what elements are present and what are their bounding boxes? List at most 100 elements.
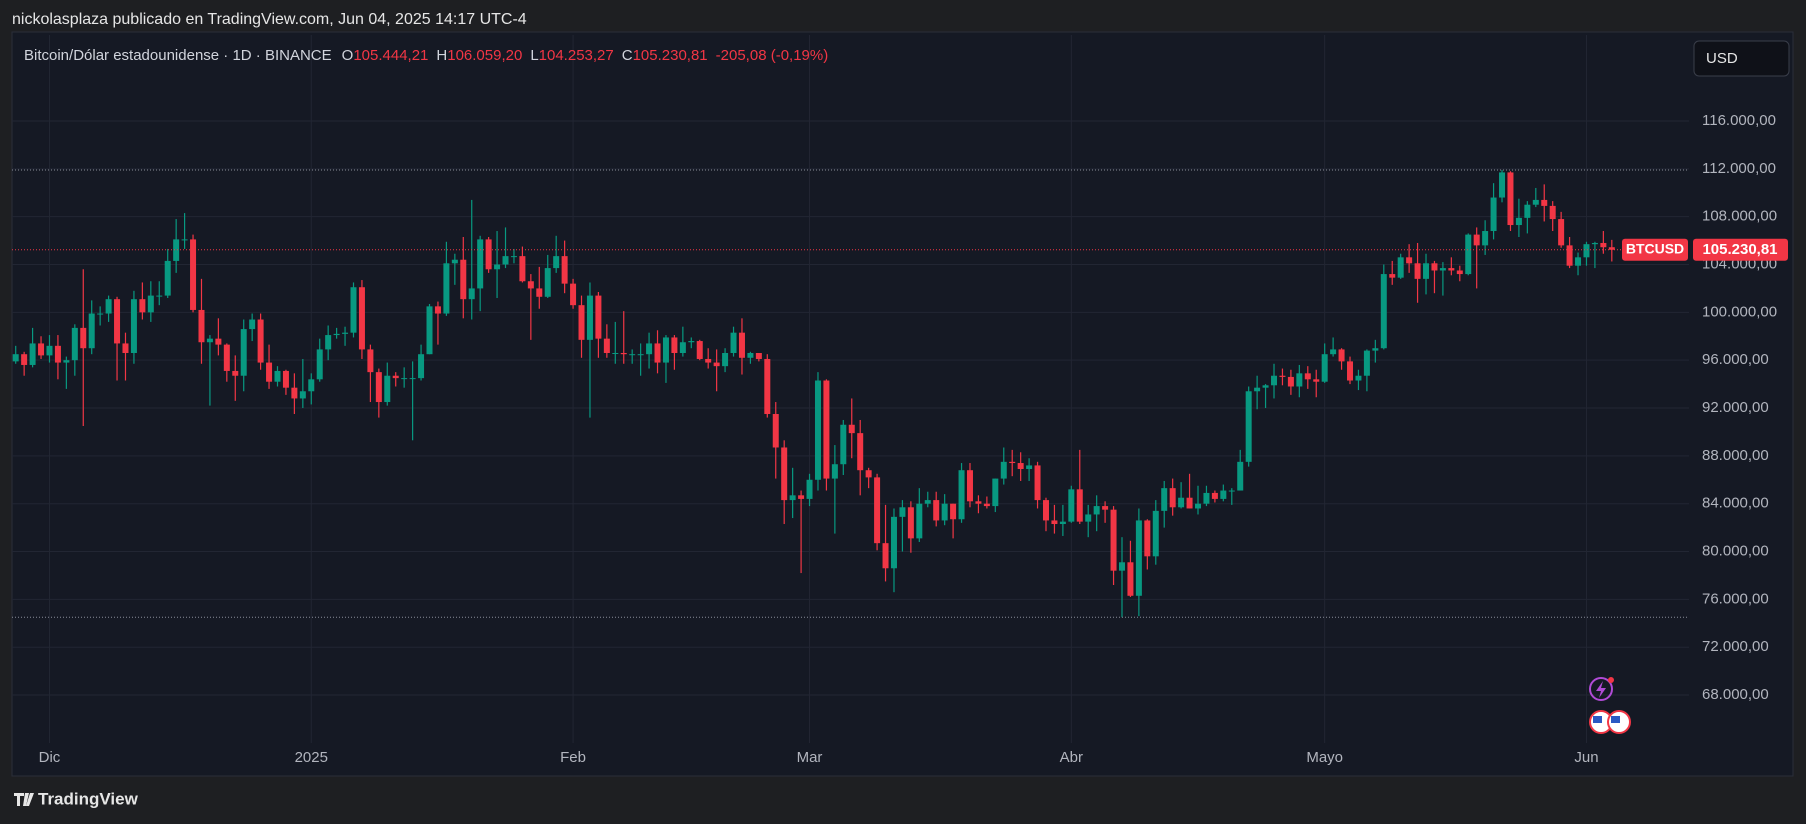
candle-body	[958, 470, 965, 520]
symbol-badge-label: BTCUSD	[1626, 240, 1684, 256]
y-tick-label: 92.000,00	[1702, 399, 1769, 416]
candle-body	[88, 313, 95, 349]
candle-body	[308, 379, 315, 392]
chart-header: Bitcoin/Dólar estadounidense · 1D · BINA…	[24, 47, 828, 64]
candle-body	[38, 343, 45, 356]
candle-body	[409, 378, 416, 380]
candle-body	[1558, 219, 1565, 246]
candle-body	[333, 333, 340, 336]
candle-body	[54, 345, 61, 363]
candle-body	[1135, 520, 1142, 596]
candle-body	[1575, 257, 1582, 266]
candle-body	[1490, 197, 1497, 232]
x-tick-label: Jun	[1574, 749, 1598, 766]
candle-body	[401, 378, 408, 380]
stat-key: L	[530, 47, 538, 64]
candle-body	[536, 288, 543, 297]
candle-body	[1076, 489, 1083, 522]
candle-body	[1228, 490, 1235, 492]
y-tick-label: 72.000,00	[1702, 638, 1769, 655]
symbol: Bitcoin/Dólar estadounidense · 1D · BINA…	[24, 47, 332, 64]
candle-body	[747, 353, 754, 358]
grid: 68.000,00 72.000,00 76.000,00 80.000,00 84.0…	[12, 35, 1777, 766]
candle-body	[130, 299, 137, 354]
candle-body	[1203, 492, 1210, 504]
candle-body	[1237, 461, 1244, 491]
candle-body	[1380, 274, 1387, 349]
candle-body	[823, 380, 830, 479]
candle-body	[494, 264, 501, 270]
candle-body	[806, 479, 813, 499]
candle-body	[1211, 492, 1218, 499]
candle-body	[350, 287, 357, 333]
candle-body	[1549, 205, 1556, 220]
candle-body	[1085, 514, 1092, 522]
candle-body	[139, 299, 146, 313]
candle-body	[950, 503, 957, 520]
candle-body	[1068, 489, 1075, 522]
currency-label[interactable]: USD	[1706, 50, 1738, 67]
candle-body	[730, 332, 737, 354]
candle-body	[1195, 503, 1201, 509]
symbol-badge	[1622, 238, 1688, 261]
candle-body	[1414, 263, 1421, 279]
candle-body	[1499, 172, 1506, 198]
candle-body	[1389, 274, 1396, 278]
candle-body	[12, 354, 19, 362]
candle-body	[1296, 373, 1303, 387]
x-tick-label: Feb	[560, 749, 586, 766]
candle-body	[1507, 172, 1514, 226]
candle-body	[679, 342, 686, 354]
candle-body	[1515, 217, 1522, 226]
caption: nickolasplaza publicado en TradingView.c…	[12, 11, 527, 28]
candle-body	[1169, 488, 1176, 508]
candle-body	[1262, 385, 1269, 388]
candle-body	[738, 332, 745, 358]
x-tick-label: Dic	[39, 749, 61, 766]
candle-body	[375, 372, 382, 403]
x-tick-label: Mar	[797, 749, 823, 766]
candle-body	[1591, 242, 1598, 245]
candle-body	[1566, 245, 1573, 266]
price-badge-label: 105.230,81	[1702, 241, 1777, 258]
y-tick-label: 88.000,00	[1702, 447, 1769, 464]
candle-body	[384, 375, 391, 403]
candle-body	[789, 495, 796, 501]
candle-body	[1431, 263, 1438, 271]
candle-body	[705, 358, 712, 363]
candle-body	[629, 354, 636, 356]
candle-body	[1161, 488, 1168, 511]
candle-body	[1051, 520, 1058, 525]
candle-body	[240, 329, 247, 376]
y-tick-label: 116.000,00	[1702, 112, 1776, 129]
candle-body	[1355, 375, 1362, 381]
candle-body	[198, 309, 205, 343]
candle-body	[1313, 379, 1320, 382]
currency-button[interactable]	[1693, 40, 1790, 77]
candle-body	[1287, 376, 1294, 387]
brand-name: TradingView	[38, 789, 139, 808]
candle-body	[570, 283, 577, 306]
candle-body	[434, 306, 441, 314]
candle-body	[21, 354, 28, 365]
event-icon[interactable]	[1589, 677, 1613, 701]
stat-value: 105.230,81	[633, 47, 708, 64]
candle-body	[561, 256, 568, 284]
candle-body	[206, 338, 213, 343]
candle-body	[983, 503, 990, 507]
stat-key: C	[622, 47, 633, 64]
candle-body	[299, 391, 306, 399]
candle-body	[933, 500, 940, 521]
candle-body	[755, 353, 762, 359]
candle-body	[1423, 263, 1430, 279]
candle-body	[1186, 497, 1193, 509]
candle-body	[173, 239, 180, 261]
candle-body	[992, 478, 999, 507]
candle-body	[266, 362, 273, 382]
candle-body	[1372, 348, 1379, 351]
stat-value: 106.059,20	[447, 47, 522, 64]
candle-body	[1397, 257, 1404, 278]
candle-body	[1042, 500, 1049, 521]
